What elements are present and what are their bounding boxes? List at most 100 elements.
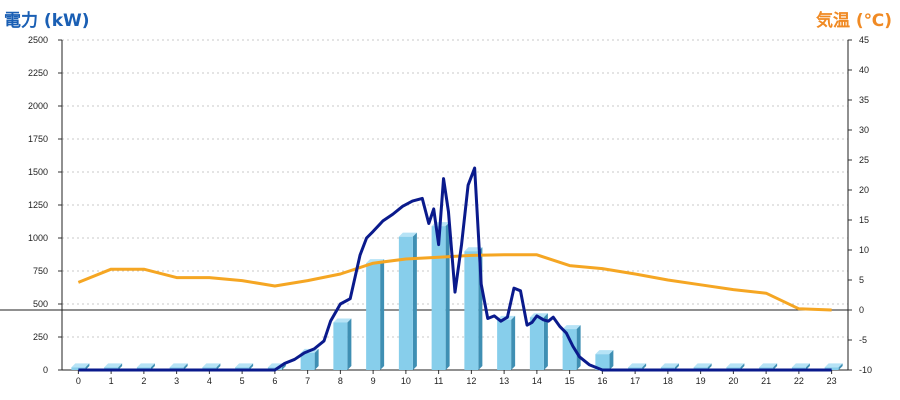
- bar-side: [838, 363, 843, 370]
- left-tick-label: 1500: [28, 167, 48, 177]
- bar-side: [216, 363, 221, 370]
- bar-top: [202, 363, 221, 368]
- bar-side: [609, 350, 614, 370]
- x-tick-label: 21: [761, 376, 771, 386]
- bar-top: [824, 363, 843, 368]
- bar-side: [707, 363, 712, 370]
- left-tick-label: 2250: [28, 68, 48, 78]
- bar-top: [628, 363, 647, 368]
- bar-side: [347, 318, 352, 370]
- right-tick-label: 20: [859, 185, 869, 195]
- bar-top: [693, 363, 712, 368]
- left-tick-label: 250: [33, 332, 48, 342]
- bar-side: [445, 222, 450, 370]
- x-tick-label: 16: [597, 376, 607, 386]
- x-tick-label: 18: [663, 376, 673, 386]
- x-tick-label: 11: [434, 376, 443, 386]
- bar-front: [562, 329, 577, 370]
- x-tick-label: 4: [207, 376, 212, 386]
- x-tick-label: 14: [532, 376, 542, 386]
- left-tick-label: 0: [43, 365, 48, 375]
- x-tick-label: 10: [401, 376, 411, 386]
- x-tick-label: 8: [338, 376, 343, 386]
- bar-top: [759, 363, 778, 368]
- x-tick-label: 20: [728, 376, 738, 386]
- bar-side: [740, 363, 745, 370]
- left-tick-label: 1750: [28, 134, 48, 144]
- x-tick-label: 23: [827, 376, 837, 386]
- bar-side: [412, 232, 417, 370]
- bar-side: [511, 315, 516, 370]
- bar-side: [642, 363, 647, 370]
- x-tick-label: 12: [466, 376, 476, 386]
- right-axis-title: 気温 (℃): [815, 11, 892, 31]
- bar-side: [249, 363, 254, 370]
- bar-front: [431, 226, 446, 370]
- x-tick-label: 2: [141, 376, 146, 386]
- left-tick-label: 500: [33, 299, 48, 309]
- bar-side: [543, 313, 548, 370]
- bar-front: [333, 322, 348, 370]
- bar-front: [464, 251, 479, 370]
- bar-front: [497, 319, 512, 370]
- right-tick-label: 40: [859, 65, 869, 75]
- power-bar: [497, 315, 516, 370]
- bar-top: [136, 363, 155, 368]
- power-line: [78, 166, 832, 372]
- power-bar: [398, 232, 417, 370]
- bar-top: [562, 325, 581, 330]
- bar-front: [529, 317, 544, 370]
- bar-side: [314, 348, 319, 370]
- bar-front: [366, 263, 381, 370]
- x-tick-label: 5: [240, 376, 245, 386]
- power-bar: [333, 318, 352, 370]
- x-tick-label: 3: [174, 376, 179, 386]
- bar-top: [660, 363, 679, 368]
- x-tick-label: 15: [565, 376, 575, 386]
- left-tick-label: 2000: [28, 101, 48, 111]
- x-tick-label: 6: [272, 376, 277, 386]
- bar-side: [183, 363, 188, 370]
- bar-side: [118, 363, 123, 370]
- bar-top: [169, 363, 188, 368]
- right-tick-label: 5: [859, 275, 864, 285]
- left-tick-label: 1000: [28, 233, 48, 243]
- right-tick-label: 45: [859, 35, 869, 45]
- power-bar: [431, 222, 450, 370]
- bar-top: [726, 363, 745, 368]
- bar-side: [576, 325, 581, 370]
- temperature-line: [77, 253, 832, 312]
- right-tick-label: 0: [859, 305, 864, 315]
- right-tick-label: -10: [859, 365, 872, 375]
- bar-side: [150, 363, 155, 370]
- bar-top: [398, 232, 417, 237]
- x-tick-label: 1: [109, 376, 114, 386]
- bar-side: [805, 363, 810, 370]
- bar-top: [235, 363, 254, 368]
- x-tick-label: 22: [794, 376, 804, 386]
- bar-side: [380, 259, 385, 370]
- bar-top: [333, 318, 352, 323]
- right-tick-label: 35: [859, 95, 869, 105]
- right-tick-label: 30: [859, 125, 869, 135]
- x-tick-label: 19: [696, 376, 706, 386]
- x-tick-label: 7: [305, 376, 310, 386]
- bar-top: [71, 363, 90, 368]
- bar-side: [85, 363, 90, 370]
- bar-top: [529, 313, 548, 318]
- x-tick-label: 17: [630, 376, 640, 386]
- left-tick-label: 1250: [28, 200, 48, 210]
- bar-side: [674, 363, 679, 370]
- bar-top: [595, 350, 614, 355]
- left-axis-title: 電力 (kW): [4, 11, 90, 31]
- x-tick-label: 0: [76, 376, 81, 386]
- power-bar: [529, 313, 548, 370]
- left-tick-label: 2500: [28, 35, 48, 45]
- bar-front: [300, 352, 315, 370]
- left-tick-label: 750: [33, 266, 48, 276]
- bar-front: [398, 236, 413, 370]
- power-bar: [366, 259, 385, 370]
- bar-top: [104, 363, 123, 368]
- right-tick-label: 15: [859, 215, 869, 225]
